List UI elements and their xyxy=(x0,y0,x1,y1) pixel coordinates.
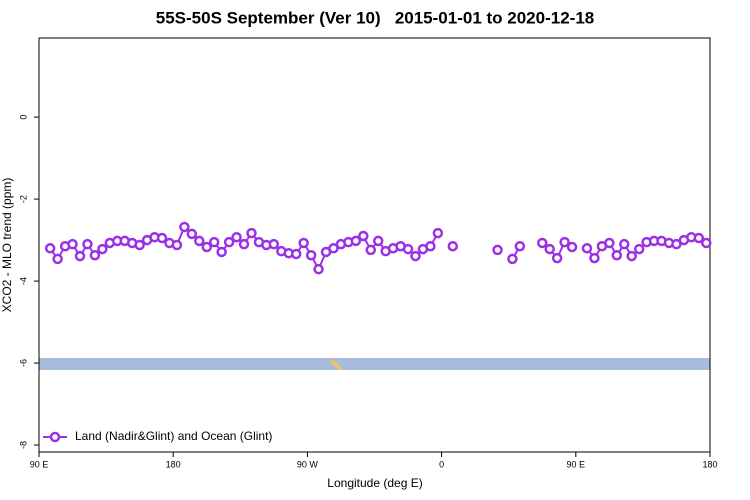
data-point xyxy=(507,253,518,265)
y-tick-label: -8 xyxy=(18,441,28,449)
data-point xyxy=(611,249,623,261)
data-point xyxy=(425,240,436,252)
data-point xyxy=(305,249,317,261)
data-point xyxy=(544,243,555,255)
data-point xyxy=(134,239,145,251)
legend-label: Land (Nadir&Glint) and Ocean (Glint) xyxy=(75,429,272,443)
data-point xyxy=(97,243,108,255)
data-point xyxy=(216,246,227,258)
data-point xyxy=(179,221,190,233)
data-point xyxy=(89,249,101,261)
x-axis-label: Longitude (deg E) xyxy=(327,476,422,490)
data-point xyxy=(537,237,548,249)
data-point xyxy=(626,250,637,262)
data-point xyxy=(290,248,302,260)
data-point xyxy=(410,250,421,262)
data-point xyxy=(82,238,93,250)
data-point xyxy=(365,244,377,256)
data-point xyxy=(231,231,242,243)
data-point xyxy=(201,241,212,253)
surface-dots xyxy=(331,360,341,370)
x-tick-label: 90 W xyxy=(297,459,319,469)
x-tick-label: 180 xyxy=(166,459,181,469)
data-point xyxy=(313,263,324,275)
data-point xyxy=(156,232,168,244)
surface-dot xyxy=(337,366,341,370)
data-point xyxy=(186,228,198,240)
data-point xyxy=(246,227,257,239)
surface-band xyxy=(39,358,710,370)
data-point xyxy=(589,252,600,264)
data-point xyxy=(372,235,384,247)
x-tick-label: 90 E xyxy=(567,459,586,469)
data-point xyxy=(619,238,630,250)
data-point xyxy=(358,230,369,242)
data-point xyxy=(171,239,183,251)
data-point xyxy=(328,243,339,254)
data-point xyxy=(67,238,78,250)
data-point xyxy=(693,232,705,244)
data-point xyxy=(633,243,645,255)
chart-title: 55S-50S September (Ver 10) 2015-01-01 to… xyxy=(156,8,594,27)
data-point xyxy=(44,243,56,254)
x-tick-label: 180 xyxy=(702,459,717,469)
data-point xyxy=(208,236,220,248)
legend-marker xyxy=(49,431,61,443)
data-point xyxy=(298,237,309,249)
y-tick-label: -6 xyxy=(18,359,28,367)
data-point xyxy=(74,250,86,262)
data-point xyxy=(432,227,444,239)
data-point xyxy=(223,236,235,248)
data-point xyxy=(551,252,563,264)
data-point xyxy=(701,237,712,249)
data-point xyxy=(514,240,526,252)
data-point xyxy=(350,235,362,247)
data-point xyxy=(238,238,250,250)
data-point xyxy=(581,243,593,254)
data-point xyxy=(268,238,280,250)
y-tick-label: -4 xyxy=(18,277,28,285)
y-axis-label: XCO2 - MLO trend (ppm) xyxy=(0,178,14,313)
x-tick-label: 90 E xyxy=(30,459,49,469)
data-point xyxy=(402,243,414,255)
data-point xyxy=(566,241,578,253)
data-point xyxy=(671,238,682,250)
data-point xyxy=(604,237,615,249)
y-tick-label: 0 xyxy=(18,115,28,120)
x-tick-label: 0 xyxy=(439,459,444,469)
data-point xyxy=(559,236,570,248)
data-point xyxy=(492,244,503,256)
data-point xyxy=(194,235,205,247)
y-tick-label: -2 xyxy=(18,195,28,203)
data-point xyxy=(447,240,459,252)
data-point xyxy=(52,253,63,265)
